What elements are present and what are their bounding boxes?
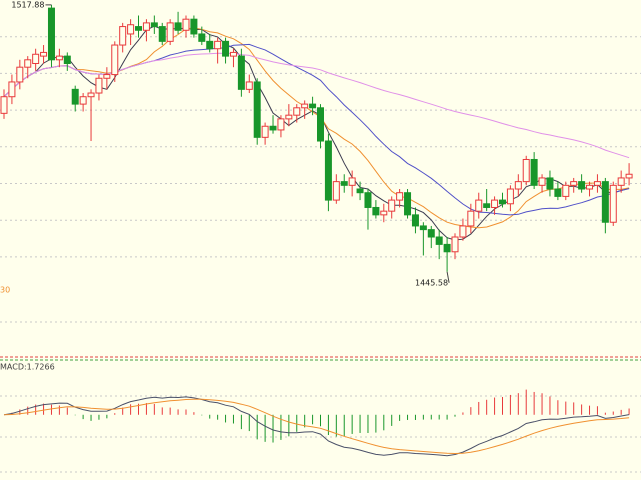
candle-body [467,210,475,227]
candle-body [214,40,222,50]
candle-body [609,184,617,223]
candle-body [419,225,427,231]
candle-body [119,26,127,46]
high-label: 1517.88 [11,0,44,9]
candle-body [491,199,499,208]
candle-body [87,92,95,98]
candle-body [332,181,340,201]
candle-body [166,22,174,42]
candle-body [459,225,467,238]
candle-body [71,88,79,105]
candle-body [451,236,459,253]
candle-body [229,51,237,57]
candle-body [40,51,48,57]
candle-body [625,173,633,179]
dif-line [3,396,630,457]
candle-body [8,81,16,98]
candle-body [269,125,277,131]
candle-body [182,18,190,31]
candle-body [506,188,514,205]
candle-body [411,214,419,227]
candle-body [222,40,230,57]
candle-body [301,103,309,109]
dea-line [3,398,630,455]
candle-body [578,181,586,190]
candle-body [388,199,396,212]
candle-body [586,184,594,190]
candle-body [174,22,182,31]
macd-label: MACD:1.7266 [0,363,55,372]
volume-label: 30 [0,286,10,295]
candle-body [0,96,8,114]
candle-body [285,114,293,120]
candle-body [317,107,324,142]
candle-body [475,199,483,212]
candle-body [55,55,63,61]
low-label: 1445.58 [415,278,448,287]
candle-body [617,177,625,186]
candle-body [435,236,443,245]
candle-body [372,206,380,216]
candle-body [79,96,87,105]
candle-body [570,181,578,186]
candle-body [546,177,554,190]
candle-body [261,125,269,138]
candle-body [404,192,412,216]
candle-body [142,22,150,31]
candle-body [601,181,609,223]
candle-body [324,140,332,201]
candle-body [554,188,562,197]
candle-body [198,33,206,42]
candle-body [340,181,348,186]
candle-body [253,81,261,138]
candle-body [111,44,119,76]
candle-body [237,55,245,90]
candle-body [158,26,166,42]
candle-body [514,181,522,190]
candle-body [245,81,253,90]
candle-body [364,192,372,208]
candle-body [47,7,55,61]
candle-body [522,158,530,183]
candle-body [293,107,301,116]
candle-body [356,188,364,194]
moving-average [3,25,630,241]
candle-body [206,40,214,50]
candle-body [593,181,601,186]
candle-body [95,77,103,94]
candle-body [32,53,40,64]
candle-body [16,66,24,83]
candle-body [538,177,546,186]
candle-body [348,177,356,186]
candle-body [277,118,285,131]
candle-body [190,18,198,35]
candle-body [562,184,570,197]
candle-body [443,243,451,253]
price-panel [0,4,633,272]
candle-body [24,59,32,68]
candle-body [427,229,435,238]
moving-average [3,52,630,159]
candle-body [103,74,111,79]
candle-body [498,199,506,205]
annotation-line [446,271,450,283]
candle-body [309,103,317,109]
candle-body [396,192,404,201]
macd-panel [3,389,630,457]
candle-body [530,158,538,186]
candle-body [135,26,143,31]
candle-body [150,22,158,28]
candle-body [380,210,388,216]
candle-body [63,55,71,64]
candle-body [483,203,491,208]
candle-body [127,24,135,35]
moving-average [3,27,630,229]
